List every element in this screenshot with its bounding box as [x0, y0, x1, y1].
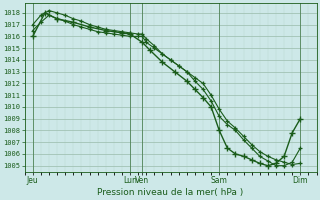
X-axis label: Pression niveau de la mer( hPa ): Pression niveau de la mer( hPa ) — [98, 188, 244, 197]
